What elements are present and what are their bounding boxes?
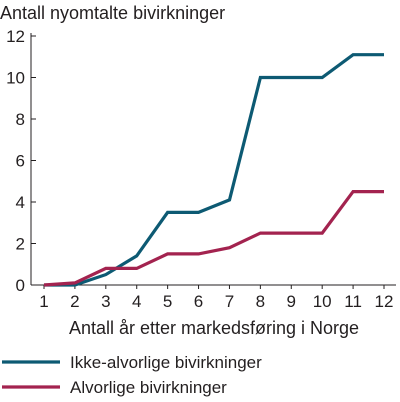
x-tick-label: 6 [194,292,203,311]
legend-label: Alvorlige bivirkninger [70,378,227,397]
x-tick-label: 4 [132,292,141,311]
x-tick-label: 5 [163,292,172,311]
x-tick-label: 2 [70,292,79,311]
legend: Ikke-alvorlige bivirkninger Alvorlige biv… [2,353,262,397]
y-axis: 0 2 4 6 8 10 12 [6,27,36,295]
x-tick-label: 3 [101,292,110,311]
x-tick-label: 12 [375,292,394,311]
x-tick-label: 8 [256,292,265,311]
series-lines [43,53,384,287]
legend-label: Ikke-alvorlige bivirkninger [70,353,262,372]
x-tick-label: 11 [344,292,362,311]
y-tick-label: 4 [16,193,25,212]
y-tick-label: 0 [16,276,25,295]
y-tick-label: 6 [16,152,25,171]
x-tick-label: 9 [287,292,296,311]
chart-title: Antall nyomtalte bivirkninger [0,3,225,23]
y-tick-label: 12 [6,27,25,46]
x-tick-label: 7 [225,292,234,311]
x-tick-label: 1 [39,292,48,311]
x-tick-label: 10 [313,292,332,311]
y-tick-label: 10 [6,69,25,88]
series-line-2 [43,190,384,287]
y-tick-label: 8 [16,110,25,129]
series-line-1 [44,53,384,287]
x-axis-label: Antall år etter markedsføring i Norge [69,318,359,338]
y-tick-label: 2 [16,235,25,254]
x-axis: 1 2 3 4 5 6 7 8 9 10 11 12 [31,284,396,311]
